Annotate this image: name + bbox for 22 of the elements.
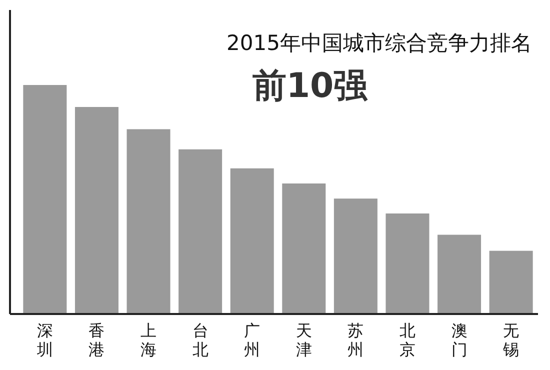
chart-title: 2015年中国城市综合竞争力排名 [226,31,532,55]
chart-subtitle: 前10强 [252,66,369,106]
bar [230,168,274,314]
bar [386,213,430,314]
x-tick-label: 香港 [88,321,105,359]
bar [489,250,533,314]
bar [438,234,482,314]
bar [126,129,170,314]
x-tick-label: 台北 [192,321,208,359]
x-tick-label: 北京 [399,321,416,359]
x-tick-label: 广州 [244,321,260,359]
x-tick-label: 苏州 [348,321,364,359]
bar [23,85,67,314]
bar [282,183,326,314]
bar [334,198,378,314]
x-tick-label: 深圳 [36,321,53,359]
x-tick-label: 无锡 [502,321,520,359]
x-tick-label: 澳门 [451,321,468,359]
bar [178,149,222,314]
bar [74,106,118,314]
x-tick-label: 上海 [140,321,157,359]
x-tick-label: 天津 [296,321,312,359]
